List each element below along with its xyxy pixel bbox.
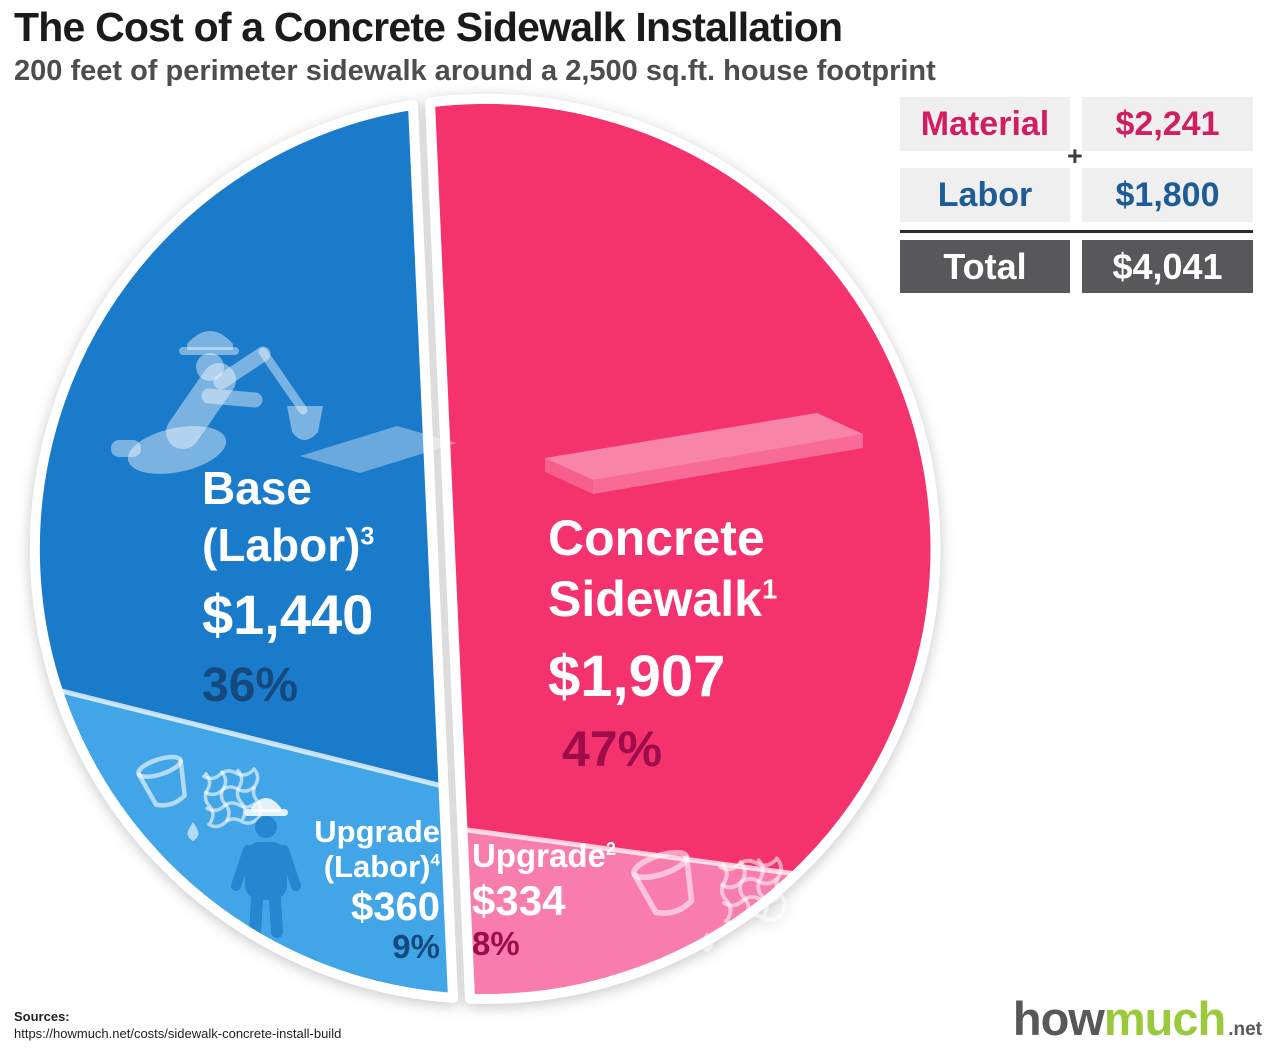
slice-value: $1,907: [548, 644, 726, 709]
slice-footnote-sup: 4: [430, 850, 440, 870]
slice-value: $360: [351, 885, 440, 929]
slice-name-text: (Labor): [202, 519, 361, 571]
total-label-cell: Total: [900, 240, 1070, 293]
slice-label-upgrade-material: Upgrade2 $334 8%: [472, 837, 616, 962]
slice-name-text: Upgrade: [472, 837, 606, 874]
plus-sign: +: [1067, 141, 1083, 171]
labor-value-cell: $1,800: [1082, 168, 1253, 222]
slice-name-text: Upgrade: [314, 814, 440, 849]
worker-digging-icon: [111, 331, 457, 474]
logo-part-how: how: [1012, 992, 1105, 1045]
pink-band-separator: [462, 826, 797, 877]
material-value-cell: $2,241: [1082, 97, 1253, 151]
pink-half-outline: [425, 93, 941, 1004]
page-subtitle: 200 feet of perimeter sidewalk around a …: [14, 55, 936, 87]
material-label-cell: Material: [900, 97, 1070, 151]
slice-name-text: Concrete: [548, 510, 765, 566]
slice-value: $1,440: [202, 583, 374, 646]
slice-name-text: (Labor): [323, 849, 431, 884]
slice-footnote-sup: 3: [360, 522, 375, 551]
slice-name-line: Upgrade2: [472, 837, 616, 874]
slice-name-line: Concrete: [548, 508, 777, 569]
slice-upgrade-material: [462, 829, 796, 999]
cost-summary-table: Material $2,241 + Labor $1,800 Total $4,…: [900, 97, 1253, 293]
blue-band-separator: [57, 687, 445, 789]
slice-label-concrete-sidewalk: Concrete Sidewalk1 $1,907 47%: [548, 508, 777, 780]
slice-name-line: Base: [202, 460, 375, 517]
slice-percent: 36%: [202, 659, 299, 712]
total-divider: [900, 230, 1253, 233]
slice-name-line: Sidewalk1: [548, 569, 777, 630]
concrete-slab-icon: [545, 413, 863, 494]
blue-half-outline: [29, 99, 458, 1003]
slice-percent: 47%: [562, 721, 663, 777]
slice-name-line: (Labor)3: [202, 517, 375, 574]
slice-label-base-labor: Base (Labor)3 $1,440 36%: [202, 460, 375, 714]
slice-name-text: Base: [202, 462, 312, 514]
slice-name-line: Upgrade: [314, 814, 440, 849]
slice-percent: 9%: [392, 928, 440, 965]
worker-standing-icon: [231, 798, 301, 938]
slice-percent: 8%: [472, 925, 520, 962]
logo-part-much: much: [1103, 992, 1226, 1045]
labor-label-cell: Labor: [900, 168, 1070, 222]
slice-footnote-sup: 2: [605, 839, 616, 859]
total-value-cell: $4,041: [1082, 240, 1253, 293]
slice-footnote-sup: 1: [762, 573, 778, 605]
slice-name-line: (Labor)4: [314, 849, 440, 884]
sources-label: Sources:: [14, 1009, 70, 1024]
pie-chart: [29, 93, 941, 1004]
slice-concrete-sidewalk: [430, 98, 936, 999]
page-title: The Cost of a Concrete Sidewalk Installa…: [14, 4, 843, 50]
slice-label-upgrade-labor: Upgrade (Labor)4 $360 9%: [314, 814, 440, 964]
slice-name-text: Sidewalk: [548, 571, 762, 627]
sources-block: Sources: https://howmuch.net/costs/sidew…: [14, 1008, 341, 1042]
howmuch-logo: how much .net: [1013, 991, 1262, 1046]
source-url: https://howmuch.net/costs/sidewalk-concr…: [14, 1026, 342, 1041]
logo-suffix-net: .net: [1228, 1019, 1262, 1040]
slice-value: $334: [472, 877, 566, 924]
